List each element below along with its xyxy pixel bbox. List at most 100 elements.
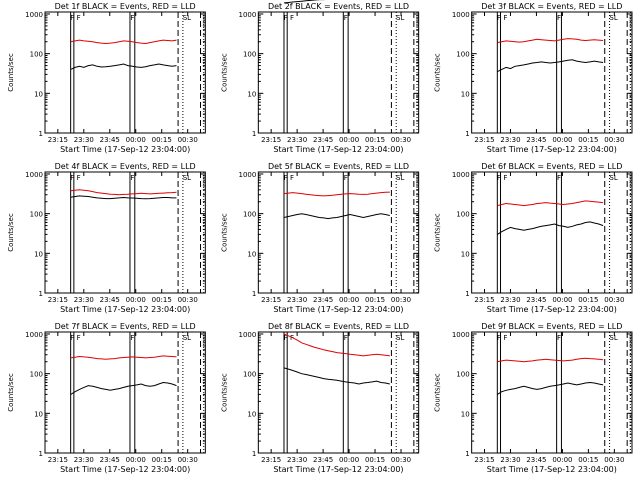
marker-label: F: [284, 174, 288, 182]
series-line-lld: [497, 200, 604, 207]
y-tick-label: 1: [465, 130, 469, 138]
chart-panel-6: Det 6f BLACK = Events, RED = LLD 1 10 100 10…: [434, 162, 633, 314]
chart-panel-1: Det 1f BLACK = Events, RED = LLD 1 10 100 10…: [7, 2, 206, 154]
x-tick-label: 23:45: [526, 136, 546, 144]
y-axis-label: Counts/sec: [434, 213, 442, 252]
plot-frame: [471, 11, 633, 134]
marker-label: F: [290, 174, 294, 182]
chart-title: Det 4f BLACK = Events, RED = LLD: [55, 162, 196, 171]
y-tick-label: 100: [243, 211, 256, 219]
marker-label: F: [130, 14, 134, 22]
y-tick-label: 1: [465, 290, 469, 298]
marker-label: F: [77, 174, 81, 182]
x-axis-label: Start Time (17-Sep-12 23:04:00): [60, 145, 190, 154]
x-tick-label: 23:30: [74, 456, 94, 464]
y-tick-label: 100: [456, 51, 469, 59]
marker-label: SL: [609, 174, 617, 182]
chart-title: Det 7f BLACK = Events, RED = LLD: [55, 322, 196, 331]
series-line-lld: [283, 191, 390, 197]
x-axis-label: Start Time (17-Sep-12 23:04:00): [60, 305, 190, 314]
x-tick-label: 23:15: [261, 456, 281, 464]
plot-frame: [44, 11, 206, 134]
x-tick-label: 00:30: [604, 296, 624, 304]
x-tick-label: 00:00: [339, 296, 359, 304]
marker-label: F: [77, 14, 81, 22]
y-tick-label: 100: [30, 211, 43, 219]
series-line-events: [70, 195, 177, 200]
x-axis-label: Start Time (17-Sep-12 23:04:00): [487, 465, 617, 474]
y-tick-label: 10: [461, 410, 470, 418]
marker-label: F: [557, 334, 561, 342]
y-axis-label: Counts/sec: [220, 213, 228, 252]
x-tick-label: 00:00: [126, 136, 146, 144]
marker-label: F: [70, 174, 74, 182]
marker-label: SL: [183, 14, 191, 22]
y-tick-label: 1000: [239, 331, 257, 339]
x-tick-label: 00:30: [391, 136, 411, 144]
y-tick-label: 10: [34, 250, 43, 258]
x-tick-label: 00:00: [552, 136, 572, 144]
x-tick-label: 00:00: [126, 456, 146, 464]
x-tick-label: 23:45: [100, 136, 120, 144]
series-line-events: [497, 221, 604, 235]
chart-title: Det 8f BLACK = Events, RED = LLD: [268, 322, 409, 331]
y-tick-label: 1: [39, 290, 43, 298]
chart-panel-7: Det 7f BLACK = Events, RED = LLD 1 10 100 10…: [7, 322, 206, 474]
plot-frame: [257, 331, 420, 454]
x-tick-label: 23:15: [48, 456, 68, 464]
y-tick-label: 1: [39, 450, 43, 458]
x-tick-label: 23:15: [261, 136, 281, 144]
marker-label: F: [77, 334, 81, 342]
series-line-lld: [497, 357, 604, 363]
chart-panel-5: Det 5f BLACK = Events, RED = LLD 1 10 100 10…: [220, 162, 420, 314]
plot-frame: [257, 171, 420, 294]
x-tick-label: 23:30: [74, 136, 94, 144]
y-axis-label: Counts/sec: [434, 373, 442, 412]
plot-frame: [44, 331, 206, 454]
x-tick-label: 00:15: [152, 136, 172, 144]
x-tick-label: 23:15: [474, 456, 494, 464]
x-tick-label: 23:45: [100, 456, 120, 464]
series-line-lld: [70, 189, 177, 196]
marker-label: F: [284, 14, 288, 22]
marker-label: F: [130, 334, 134, 342]
x-tick-label: 23:15: [474, 136, 494, 144]
y-axis-label: Counts/sec: [220, 373, 228, 412]
x-tick-label: 23:15: [48, 296, 68, 304]
chart-panel-9: Det 9f BLACK = Events, RED = LLD 1 10 100 10…: [434, 322, 633, 474]
series-line-lld: [70, 355, 177, 360]
plot-frame: [471, 171, 633, 294]
series-line-events: [497, 59, 604, 73]
marker-label: SL: [396, 334, 404, 342]
y-tick-label: 100: [456, 211, 469, 219]
series-line-lld: [70, 39, 177, 45]
chart-title: Det 5f BLACK = Events, RED = LLD: [268, 162, 409, 171]
y-tick-label: 10: [247, 250, 256, 258]
x-tick-label: 23:45: [313, 296, 333, 304]
x-tick-label: 00:15: [578, 136, 598, 144]
x-tick-label: 23:15: [474, 296, 494, 304]
x-tick-label: 23:45: [526, 456, 546, 464]
y-tick-label: 100: [243, 51, 256, 59]
chart-title: Det 6f BLACK = Events, RED = LLD: [481, 162, 622, 171]
x-tick-label: 00:15: [152, 296, 172, 304]
marker-label: F: [497, 334, 501, 342]
marker-label: F: [557, 14, 561, 22]
x-tick-label: 23:30: [500, 456, 520, 464]
x-tick-label: 00:00: [552, 456, 572, 464]
marker-label: SL: [609, 14, 617, 22]
marker-label: F: [503, 334, 507, 342]
y-tick-label: 1000: [452, 11, 470, 19]
y-tick-label: 10: [247, 410, 256, 418]
chart-panel-4: Det 4f BLACK = Events, RED = LLD 1 10 100 10…: [7, 162, 206, 314]
x-tick-label: 00:30: [391, 456, 411, 464]
marker-label: F: [503, 174, 507, 182]
y-tick-label: 10: [461, 90, 470, 98]
series-line-events: [283, 367, 390, 385]
y-tick-label: 1000: [452, 331, 470, 339]
x-tick-label: 00:30: [178, 296, 198, 304]
series-line-events: [70, 381, 177, 395]
y-tick-label: 1000: [452, 171, 470, 179]
x-tick-label: 00:15: [365, 136, 385, 144]
marker-label: F: [497, 14, 501, 22]
